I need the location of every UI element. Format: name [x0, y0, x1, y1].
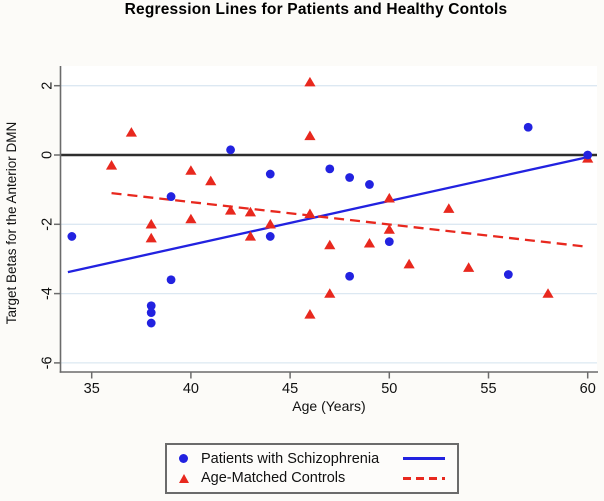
data-point-controls	[105, 159, 118, 170]
data-point-patients	[146, 301, 156, 311]
solid-line-sample	[403, 457, 445, 460]
x-tick-label: 50	[381, 381, 397, 397]
x-tick-label: 60	[580, 381, 596, 397]
data-point-patients	[345, 271, 355, 281]
data-point-controls	[304, 76, 316, 87]
data-point-controls	[244, 206, 257, 217]
data-point-controls	[304, 308, 316, 319]
data-point-patients	[325, 164, 335, 174]
data-point-patients	[67, 232, 77, 241]
data-point-controls	[324, 239, 336, 250]
legend-label-controls: Age-Matched Controls	[201, 470, 346, 487]
data-point-patients	[265, 232, 275, 241]
legend-item-controls: Age-Matched Controls	[179, 470, 447, 486]
data-point-controls	[224, 205, 237, 215]
data-point-controls	[304, 130, 316, 141]
data-point-controls	[542, 288, 554, 298]
data-point-controls	[125, 127, 137, 137]
data-point-controls	[324, 288, 336, 298]
data-point-controls	[383, 224, 395, 234]
y-tick-label: 0	[40, 151, 56, 159]
data-point-controls	[244, 231, 257, 241]
data-point-patients	[146, 308, 156, 318]
data-point-controls	[383, 192, 395, 203]
legend-marker	[179, 473, 201, 483]
y-tick-label: 2	[40, 82, 56, 90]
x-tick-label: 35	[84, 381, 100, 397]
legend-label-patients: Patients with Schizophrenia	[201, 450, 380, 467]
x-tick-label: 45	[282, 381, 298, 397]
dashed-line-sample	[403, 477, 445, 480]
data-point-patients	[345, 173, 355, 182]
data-point-controls	[185, 213, 197, 224]
data-point-patients	[146, 318, 156, 328]
regression-line-patients	[67, 155, 588, 274]
circle-marker-icon	[179, 454, 188, 464]
data-point-controls	[185, 165, 197, 175]
legend: Patients with Schizophrenia Age-Matched …	[165, 443, 459, 494]
data-point-patients	[384, 237, 394, 247]
data-point-controls	[463, 262, 475, 272]
data-point-controls	[145, 218, 157, 229]
x-tick-label: 40	[183, 381, 199, 397]
data-point-patients	[365, 180, 374, 189]
y-tick-label: -6	[40, 356, 56, 369]
y-axis-label: Target Betas for the Anterior DMN	[4, 121, 19, 325]
legend-item-patients: Patients with Schizophrenia	[179, 451, 447, 467]
data-point-patients	[523, 122, 533, 132]
data-point-patients	[166, 275, 176, 285]
data-point-patients	[166, 192, 176, 201]
data-point-controls	[403, 258, 415, 269]
data-point-controls	[205, 175, 217, 186]
x-axis-label: Age (Years)	[292, 398, 366, 414]
data-point-controls	[443, 203, 455, 213]
x-tick-label: 55	[480, 381, 496, 397]
triangle-marker-icon	[179, 473, 189, 483]
plot-background	[60, 66, 597, 372]
chart-title: Regression Lines for Patients and Health…	[124, 1, 508, 18]
data-point-patients	[226, 145, 235, 155]
y-tick-label: -4	[40, 287, 56, 300]
data-point-controls	[264, 218, 276, 229]
legend-marker	[179, 454, 201, 464]
data-point-controls	[363, 237, 376, 248]
data-point-patients	[583, 150, 593, 160]
data-point-controls	[145, 232, 157, 243]
data-point-patients	[503, 270, 513, 279]
data-point-controls	[304, 208, 316, 219]
data-point-patients	[265, 169, 275, 179]
y-tick-label: -2	[40, 218, 56, 231]
